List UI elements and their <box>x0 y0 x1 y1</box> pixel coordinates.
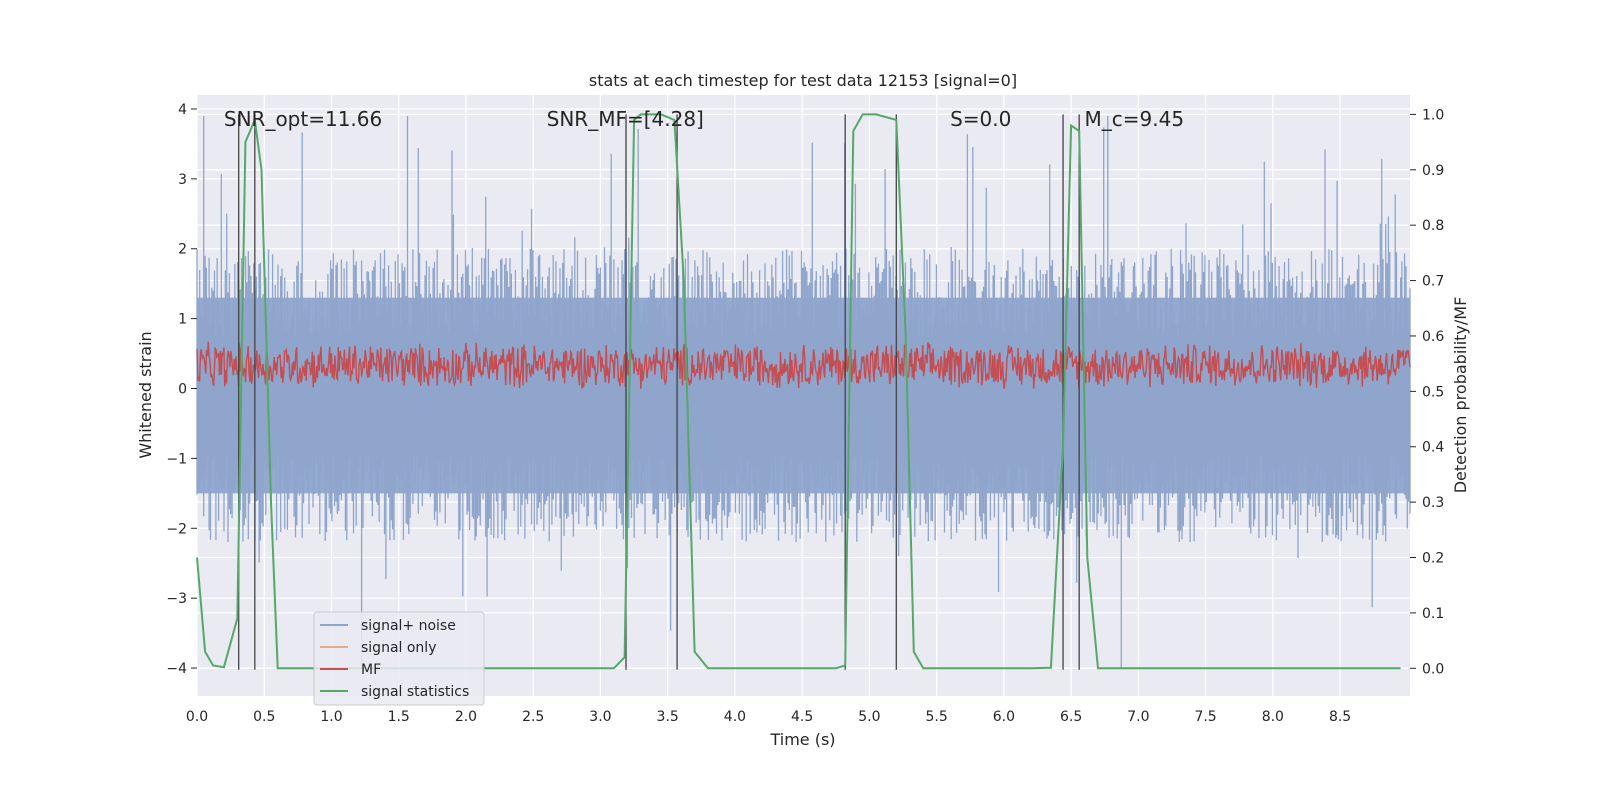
legend: signal+ noise signal only MF signal stat… <box>313 611 485 706</box>
y-right-tick-label: 0.5 <box>1422 384 1444 400</box>
x-tick-label: 6.0 <box>993 709 1015 725</box>
y-left-tick-label: 3 <box>178 172 187 188</box>
y-right-tick-label: 0.1 <box>1422 606 1444 622</box>
x-tick-label: 2.5 <box>522 709 544 725</box>
signal-statistics-series <box>196 113 1401 670</box>
y-left-tick-label: −2 <box>166 521 187 537</box>
legend-label-signal-only: signal only <box>361 640 436 656</box>
x-tick-label: 3.5 <box>657 709 679 725</box>
y-right-tick-label: 0.2 <box>1422 551 1444 567</box>
x-tick-label: 1.0 <box>320 709 342 725</box>
y-axis-label-left: Whitened strain <box>136 331 155 458</box>
x-tick-label: 3.0 <box>589 709 611 725</box>
x-tick-label: 8.0 <box>1262 709 1284 725</box>
y-right-tick-label: 0.7 <box>1422 274 1444 290</box>
chart-title: stats at each timestep for test data 121… <box>589 71 1017 90</box>
annotation-text: M_c=9.45 <box>1085 107 1185 131</box>
x-tick-label: 4.0 <box>724 709 746 725</box>
y-axis-label-right: Detection probability/MF <box>1451 297 1470 494</box>
annotation-text: SNR_MF=[4.28] <box>547 107 704 131</box>
x-axis-label: Time (s) <box>769 730 835 749</box>
x-tick-label: 5.5 <box>926 709 948 725</box>
x-tick-label: 7.0 <box>1127 709 1149 725</box>
noise-series <box>196 116 1411 668</box>
x-tick-label: 5.0 <box>858 709 880 725</box>
signal-statistics-line <box>196 113 1401 670</box>
y-left-tick-label: −1 <box>166 451 187 467</box>
vertical-markers <box>238 114 1080 670</box>
annotation-text: SNR_opt=11.66 <box>224 107 382 131</box>
y-right-tick-label: 0.3 <box>1422 495 1444 511</box>
legend-label-mf: MF <box>361 662 381 678</box>
x-tick-label: 0.0 <box>186 709 208 725</box>
y-right-tick-label: 0.9 <box>1422 163 1444 179</box>
mf-series <box>196 341 1411 389</box>
y-left-tick-label: 4 <box>178 102 187 118</box>
y-right-tick-label: 0.6 <box>1422 329 1444 345</box>
y-left-tick-label: −3 <box>166 591 187 607</box>
mf-line <box>196 341 1411 389</box>
x-tick-label: 2.0 <box>455 709 477 725</box>
y-right-tick-label: 0.0 <box>1422 661 1444 677</box>
x-tick-label: 8.5 <box>1329 709 1351 725</box>
y-left-tick-label: 0 <box>178 382 187 398</box>
y-right-tick-label: 0.8 <box>1422 218 1444 234</box>
y-left-tick-label: 1 <box>178 312 187 328</box>
axes: 0.0 0.5 1.0 1.5 2.0 2.5 3.0 3.5 4.0 4.5 5.0 5.5 6.0 6… <box>166 102 1444 725</box>
y-left-tick-label: −4 <box>166 661 187 677</box>
legend-label-signal-statistics: signal statistics <box>361 684 469 700</box>
x-tick-label: 4.5 <box>791 709 813 725</box>
x-tick-label: 6.5 <box>1060 709 1082 725</box>
annotations: SNR_opt=11.66 SNR_MF=[4.28] S=0.0 M_c=9.45 <box>224 107 1184 131</box>
annotation-text: S=0.0 <box>950 107 1011 131</box>
y-right-tick-label: 1.0 <box>1422 107 1444 123</box>
legend-box <box>313 611 485 706</box>
x-tick-label: 0.5 <box>253 709 275 725</box>
x-tick-label: 7.5 <box>1194 709 1216 725</box>
y-left-tick-label: 2 <box>178 242 187 258</box>
y-right-tick-label: 0.4 <box>1422 440 1444 456</box>
legend-label-signal-noise: signal+ noise <box>361 618 456 634</box>
x-tick-label: 1.5 <box>388 709 410 725</box>
